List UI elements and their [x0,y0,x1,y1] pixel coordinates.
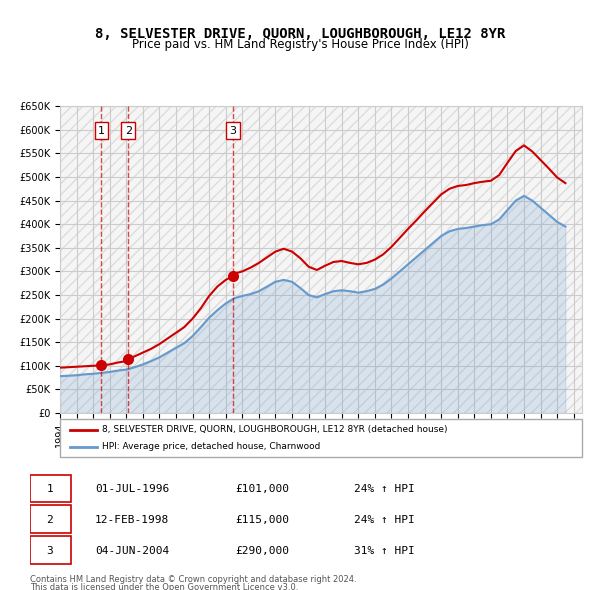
Text: 12-FEB-1998: 12-FEB-1998 [95,515,169,525]
Text: 2: 2 [125,126,132,136]
Text: 8, SELVESTER DRIVE, QUORN, LOUGHBOROUGH, LE12 8YR (detached house): 8, SELVESTER DRIVE, QUORN, LOUGHBOROUGH,… [102,425,447,434]
Text: 04-JUN-2004: 04-JUN-2004 [95,546,169,556]
Text: 31% ↑ HPI: 31% ↑ HPI [354,546,415,556]
Text: £290,000: £290,000 [235,546,289,556]
FancyBboxPatch shape [30,474,71,503]
Text: HPI: Average price, detached house, Charnwood: HPI: Average price, detached house, Char… [102,442,320,451]
Text: 1: 1 [47,484,53,494]
Text: £115,000: £115,000 [235,515,289,525]
Text: 8, SELVESTER DRIVE, QUORN, LOUGHBOROUGH, LE12 8YR: 8, SELVESTER DRIVE, QUORN, LOUGHBOROUGH,… [95,27,505,41]
Text: 1: 1 [98,126,105,136]
Text: Price paid vs. HM Land Registry's House Price Index (HPI): Price paid vs. HM Land Registry's House … [131,38,469,51]
Text: 3: 3 [47,546,53,556]
FancyBboxPatch shape [60,419,582,457]
Text: 01-JUL-1996: 01-JUL-1996 [95,484,169,494]
FancyBboxPatch shape [30,506,71,533]
Text: £101,000: £101,000 [235,484,289,494]
FancyBboxPatch shape [30,536,71,564]
Text: 24% ↑ HPI: 24% ↑ HPI [354,515,415,525]
Text: 24% ↑ HPI: 24% ↑ HPI [354,484,415,494]
Text: 2: 2 [47,515,53,525]
Text: Contains HM Land Registry data © Crown copyright and database right 2024.: Contains HM Land Registry data © Crown c… [30,575,356,584]
Text: 3: 3 [229,126,236,136]
Text: This data is licensed under the Open Government Licence v3.0.: This data is licensed under the Open Gov… [30,583,298,590]
